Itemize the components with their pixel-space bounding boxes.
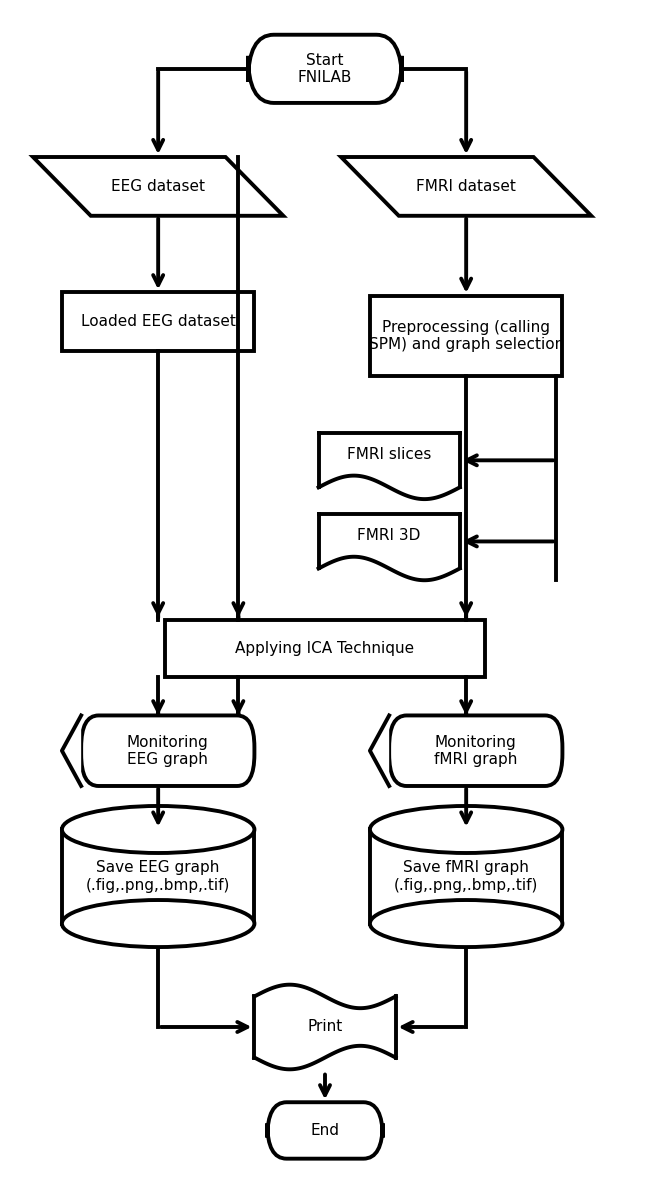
Text: FMRI dataset: FMRI dataset xyxy=(416,179,516,194)
Text: Loaded EEG dataset: Loaded EEG dataset xyxy=(81,314,235,329)
Text: Applying ICA Technique: Applying ICA Technique xyxy=(235,641,415,656)
Ellipse shape xyxy=(370,806,562,852)
FancyBboxPatch shape xyxy=(267,1102,383,1159)
Text: Save EEG graph
(.fig,.png,.bmp,.tif): Save EEG graph (.fig,.png,.bmp,.tif) xyxy=(86,861,230,893)
Polygon shape xyxy=(254,985,396,1069)
Text: Save fMRI graph
(.fig,.png,.bmp,.tif): Save fMRI graph (.fig,.png,.bmp,.tif) xyxy=(394,861,538,893)
Text: Preprocessing (calling
SPM) and graph selection: Preprocessing (calling SPM) and graph se… xyxy=(369,320,564,352)
FancyBboxPatch shape xyxy=(81,715,254,786)
Polygon shape xyxy=(341,157,592,215)
Polygon shape xyxy=(370,715,389,786)
Ellipse shape xyxy=(62,806,254,852)
Bar xyxy=(370,296,562,375)
Text: Monitoring
EEG graph: Monitoring EEG graph xyxy=(127,734,209,767)
Text: FMRI 3D: FMRI 3D xyxy=(358,528,421,543)
Polygon shape xyxy=(318,514,460,580)
Polygon shape xyxy=(62,715,81,786)
Bar xyxy=(164,620,486,676)
Bar xyxy=(370,830,562,924)
Text: Start
FNILAB: Start FNILAB xyxy=(298,52,352,85)
Text: End: End xyxy=(311,1122,339,1138)
Ellipse shape xyxy=(62,900,254,947)
FancyBboxPatch shape xyxy=(248,34,402,103)
Bar xyxy=(62,292,254,350)
Text: Print: Print xyxy=(307,1019,343,1035)
Polygon shape xyxy=(33,157,283,215)
Ellipse shape xyxy=(370,900,562,947)
Text: Monitoring
fMRI graph: Monitoring fMRI graph xyxy=(434,734,517,767)
Bar xyxy=(62,830,254,924)
Text: EEG dataset: EEG dataset xyxy=(111,179,205,194)
Polygon shape xyxy=(318,433,460,500)
Text: FMRI slices: FMRI slices xyxy=(347,446,432,462)
FancyBboxPatch shape xyxy=(389,715,562,786)
